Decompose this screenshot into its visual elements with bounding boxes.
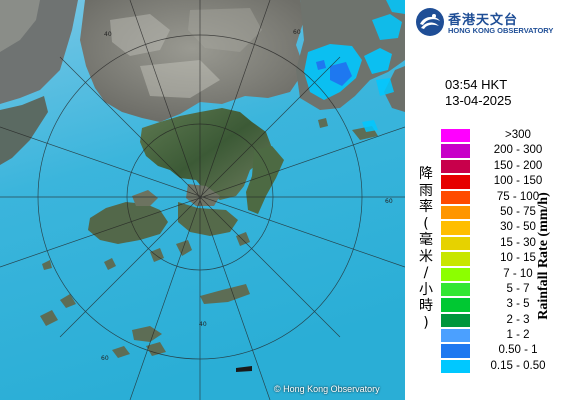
hko-logo: 香港天文台 HONG KONG OBSERVATORY — [415, 7, 575, 39]
legend-label: 150 - 200 — [493, 159, 543, 172]
legend-title-cn-char: ( — [423, 215, 429, 232]
legend-label: 0.50 - 1 — [498, 344, 538, 357]
legend-title-cn-char: 毫 — [419, 232, 433, 248]
island — [236, 366, 252, 372]
range-label: 60 — [101, 355, 109, 362]
legend-label: 7 - 10 — [503, 267, 533, 280]
rainfall-legend: >300 200 - 300 150 - 200 100 - 150 75 - … — [441, 128, 571, 374]
legend-item: 10 - 15 — [441, 251, 571, 266]
legend-item: 50 - 75 — [441, 205, 571, 220]
legend-label: 2 - 3 — [506, 313, 530, 326]
legend-item: >300 — [441, 128, 571, 143]
legend-swatch — [441, 329, 470, 343]
range-label: 40 — [199, 321, 207, 328]
island — [104, 258, 116, 270]
legend-swatch — [441, 344, 470, 358]
legend-label: 3 - 5 — [506, 298, 530, 311]
legend-swatch — [441, 205, 470, 220]
airport-island — [132, 190, 158, 206]
island — [318, 118, 328, 128]
legend-item: 3 - 5 — [441, 297, 571, 312]
org-name-cn: 香港天文台 — [448, 13, 519, 28]
island — [236, 232, 250, 246]
legend-label: 5 - 7 — [506, 282, 530, 295]
range-label: 60 — [293, 29, 301, 36]
legend-swatch — [441, 129, 470, 143]
legend-title-cn-char: 小 — [419, 281, 433, 298]
island — [176, 240, 192, 256]
legend-label: 75 - 100 — [496, 190, 540, 203]
legend-swatch — [441, 282, 470, 297]
legend-item: 75 - 100 — [441, 190, 571, 205]
legend-label: 1 - 2 — [506, 329, 530, 342]
legend-swatch — [441, 313, 470, 328]
legend-title-cn-char: / — [423, 265, 429, 281]
east-mainland — [384, 66, 405, 112]
legend-swatch — [441, 144, 470, 158]
island — [40, 310, 58, 326]
legend-title-cn-char: 率 — [419, 199, 433, 215]
west-mainland-highland — [0, 0, 40, 52]
legend-label: 200 - 300 — [493, 144, 543, 157]
legend-swatch — [441, 159, 470, 174]
range-label: 40 — [104, 31, 112, 38]
island — [42, 260, 52, 270]
legend-item: 200 - 300 — [441, 143, 571, 158]
legend-title-en: Rainfall Rate (mm/h) — [536, 192, 551, 320]
island — [146, 342, 166, 356]
legend-item: 15 - 30 — [441, 236, 571, 251]
legend-title-cn-char: ) — [423, 314, 429, 331]
legend-title-cn-char: 時 — [419, 298, 433, 314]
legend-title-cn-char: 米 — [419, 248, 433, 265]
legend-swatch — [441, 221, 470, 235]
west-coast — [0, 96, 48, 165]
legend-label: 10 - 15 — [500, 252, 536, 265]
legend-label: 0.15 - 0.50 — [490, 359, 546, 372]
copyright-notice: © Hong Kong Observatory — [274, 384, 380, 394]
legend-swatch — [441, 252, 470, 266]
legend-item: 30 - 50 — [441, 220, 571, 235]
legend-swatch — [441, 175, 470, 189]
radar-map-image: 40 60 60 60 40 — [0, 0, 405, 400]
legend-swatch — [441, 267, 470, 281]
org-name-en: HONG KONG OBSERVATORY — [448, 26, 554, 35]
legend-swatch — [441, 359, 470, 374]
kowloon-peninsula — [186, 184, 220, 206]
legend-swatch — [441, 236, 470, 251]
legend-item: 100 - 150 — [441, 174, 571, 189]
observation-date: 13-04-2025 — [445, 93, 512, 108]
legend-item: 5 - 7 — [441, 282, 571, 297]
legend-title-cn-char: 降 — [419, 166, 433, 182]
legend-label: 15 - 30 — [500, 236, 536, 249]
radar-map: 40 60 60 60 40 © Hong Kong Observatory — [0, 0, 405, 400]
legend-swatch — [441, 190, 470, 204]
legend-swatch — [441, 298, 470, 312]
legend-item: 150 - 200 — [441, 159, 571, 174]
legend-item: 0.15 - 0.50 — [441, 359, 571, 374]
legend-label: 50 - 75 — [500, 205, 536, 218]
info-panel: 香港天文台 HONG KONG OBSERVATORY 03:54 HKT 13… — [405, 0, 577, 400]
legend-label: 30 - 50 — [500, 221, 536, 234]
legend-title-cn: 降 雨 率 ( 毫 米 / 小 時 ) — [415, 166, 437, 331]
hko-logo-icon — [416, 8, 444, 36]
range-rings — [0, 0, 405, 400]
hong-kong-island — [178, 202, 238, 236]
range-label: 60 — [385, 198, 393, 205]
hong-kong-new-territories — [140, 108, 272, 200]
legend-item: 1 - 2 — [441, 328, 571, 343]
terrain-patch — [110, 14, 170, 56]
island — [112, 346, 130, 358]
island-chain — [200, 284, 250, 304]
legend-item: 0.50 - 1 — [441, 343, 571, 358]
rain-echoes — [304, 0, 405, 132]
observation-time: 03:54 HKT — [445, 77, 508, 92]
legend-label: >300 — [505, 129, 531, 141]
legend-item: 2 - 3 — [441, 313, 571, 328]
legend-label: 100 - 150 — [493, 175, 543, 188]
island — [60, 294, 76, 308]
legend-title-cn-char: 雨 — [419, 182, 433, 199]
legend-item: 7 - 10 — [441, 267, 571, 282]
range-labels: 40 60 60 60 40 — [101, 29, 393, 362]
